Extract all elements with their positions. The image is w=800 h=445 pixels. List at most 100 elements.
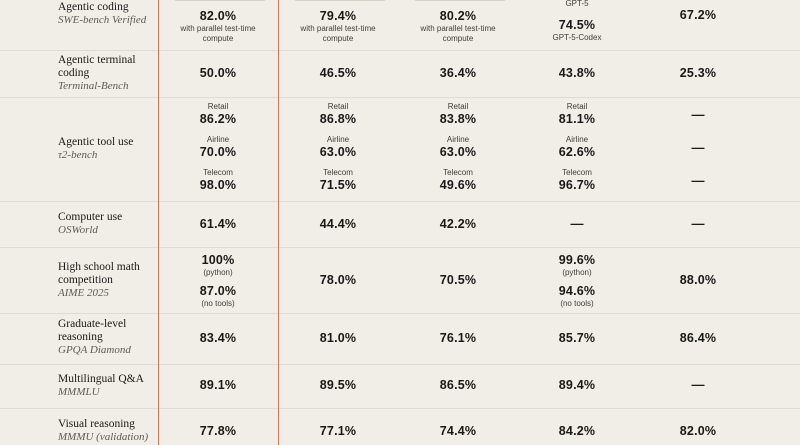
score-value: 86.2% — [199, 112, 237, 126]
score-value: 81.1% — [558, 112, 596, 126]
score-value: 96.7% — [558, 178, 596, 192]
score-note: with parallel test-time compute — [300, 24, 376, 43]
benchmark-subtitle: OSWorld — [58, 224, 98, 236]
score-value: 86.5% — [439, 378, 477, 392]
row-label: Agentic coding SWE-bench Verified — [58, 1, 158, 27]
table-row-mmmu: Visual reasoning MMMU (validation) 77.8%… — [0, 408, 800, 445]
score-value: 83.8% — [439, 112, 477, 126]
score-value: 99.6% — [558, 253, 596, 267]
score-value: 50.0% — [199, 66, 237, 80]
score-value: 79.4% — [319, 9, 357, 23]
header-divider — [415, 0, 505, 1]
benchmark-name: Agentic coding — [58, 1, 129, 13]
score-value: 43.8% — [558, 66, 596, 80]
score-note: (python) — [562, 268, 592, 277]
model-label: GPT-5 — [565, 0, 589, 8]
header-divider — [295, 0, 385, 1]
row-label: Multilingual Q&A MMMLU — [58, 373, 158, 399]
score-value: 25.3% — [679, 66, 717, 80]
cell: Retail 86.2% Airline 70.0% Telecom 98.0% — [160, 102, 276, 193]
score-note: (python) — [203, 268, 233, 277]
score-value: 81.0% — [319, 331, 357, 345]
benchmark-name: Agentic tool use — [58, 136, 134, 148]
cell: 99.6% (python) 94.6% (no tools) — [519, 253, 635, 309]
score-value: 100% — [201, 253, 235, 267]
domain-label: Airline — [206, 135, 230, 144]
row-label: Agentic terminal coding Terminal-Bench — [58, 54, 158, 93]
score-value: 42.2% — [439, 217, 477, 231]
score-value: 36.4% — [439, 66, 477, 80]
score-value: 98.0% — [199, 178, 237, 192]
score-value: 89.1% — [199, 378, 237, 392]
score-note: (no tools) — [201, 299, 235, 308]
benchmark-name: Visual reasoning — [58, 418, 135, 430]
score-value: 74.4% — [439, 424, 477, 438]
no-score-dash: — — [691, 216, 705, 231]
cell: 80.2% with parallel test-time compute — [400, 9, 516, 44]
score-value: 88.0% — [679, 273, 717, 287]
domain-label: Telecom — [203, 168, 233, 177]
score-value: 77.1% — [319, 424, 357, 438]
benchmark-name: Graduate-level reasoning — [58, 318, 127, 343]
score-value: 70.0% — [199, 145, 237, 159]
cell: GPT-5 74.5% GPT-5-Codex — [519, 0, 635, 43]
score-value: 63.0% — [439, 145, 477, 159]
no-score-dash: — — [691, 377, 705, 392]
score-value: 85.7% — [558, 331, 596, 345]
score-value: 49.6% — [439, 178, 477, 192]
benchmark-name: Agentic terminal coding — [58, 54, 136, 79]
domain-label: Airline — [446, 135, 470, 144]
cell: 79.4% with parallel test-time compute — [280, 9, 396, 44]
row-label: Agentic tool use τ2-bench — [58, 136, 158, 162]
score-value: 80.2% — [439, 9, 477, 23]
score-value: 67.2% — [679, 8, 717, 22]
table-row-swe-bench: Agentic coding SWE-bench Verified 82.0% … — [0, 0, 800, 51]
domain-label: Airline — [565, 135, 589, 144]
domain-label: Retail — [566, 102, 588, 111]
domain-label: Telecom — [323, 168, 353, 177]
score-value: 86.8% — [319, 112, 357, 126]
score-note: (no tools) — [560, 299, 594, 308]
score-value: 78.0% — [319, 273, 357, 287]
score-value: 82.0% — [199, 9, 237, 23]
benchmark-subtitle: SWE-bench Verified — [58, 14, 147, 26]
no-score-dash: — — [691, 107, 705, 122]
score-value: 83.4% — [199, 331, 237, 345]
row-label: Visual reasoning MMMU (validation) — [58, 418, 158, 444]
score-note: with parallel test-time compute — [420, 24, 496, 43]
benchmark-name: Computer use — [58, 211, 123, 223]
benchmark-subtitle: Terminal-Bench — [58, 80, 129, 92]
cell: 82.0% with parallel test-time compute — [160, 9, 276, 44]
domain-label: Retail — [207, 102, 229, 111]
table-row-gpqa-diamond: Graduate-level reasoning GPQA Diamond 83… — [0, 313, 800, 365]
score-value: 77.8% — [199, 424, 237, 438]
domain-label: Retail — [447, 102, 469, 111]
score-value: 82.0% — [679, 424, 717, 438]
score-note: with parallel test-time compute — [180, 24, 256, 43]
highlight-column-left-border — [158, 0, 159, 445]
no-score-dash: — — [691, 173, 705, 188]
row-label: High school math competition AIME 2025 — [58, 261, 158, 300]
domain-label: Retail — [327, 102, 349, 111]
score-value: 84.2% — [558, 424, 596, 438]
score-value: 46.5% — [319, 66, 357, 80]
row-label: Computer use OSWorld — [58, 211, 158, 237]
table-row-aime-2025: High school math competition AIME 2025 1… — [0, 247, 800, 314]
table-row-osworld: Computer use OSWorld 61.4% 44.4% 42.2% —… — [0, 201, 800, 248]
benchmark-subtitle: AIME 2025 — [58, 287, 110, 299]
score-value: 86.4% — [679, 331, 717, 345]
no-score-dash: — — [570, 216, 584, 231]
header-divider — [175, 0, 265, 1]
score-value: 94.6% — [558, 284, 596, 298]
table-row-tau2-bench: Agentic tool use τ2-bench Retail 86.2% A… — [0, 97, 800, 202]
cell: Retail 83.8% Airline 63.0% Telecom 49.6% — [400, 102, 516, 193]
cell: Retail 81.1% Airline 62.6% Telecom 96.7% — [519, 102, 635, 193]
score-value: 89.4% — [558, 378, 596, 392]
highlight-column-right-border — [278, 0, 279, 445]
cell: 100% (python) 87.0% (no tools) — [160, 253, 276, 309]
domain-label: Airline — [326, 135, 350, 144]
benchmark-subtitle: GPQA Diamond — [58, 344, 131, 356]
cell: Retail 86.8% Airline 63.0% Telecom 71.5% — [280, 102, 396, 193]
score-value: 89.5% — [319, 378, 357, 392]
